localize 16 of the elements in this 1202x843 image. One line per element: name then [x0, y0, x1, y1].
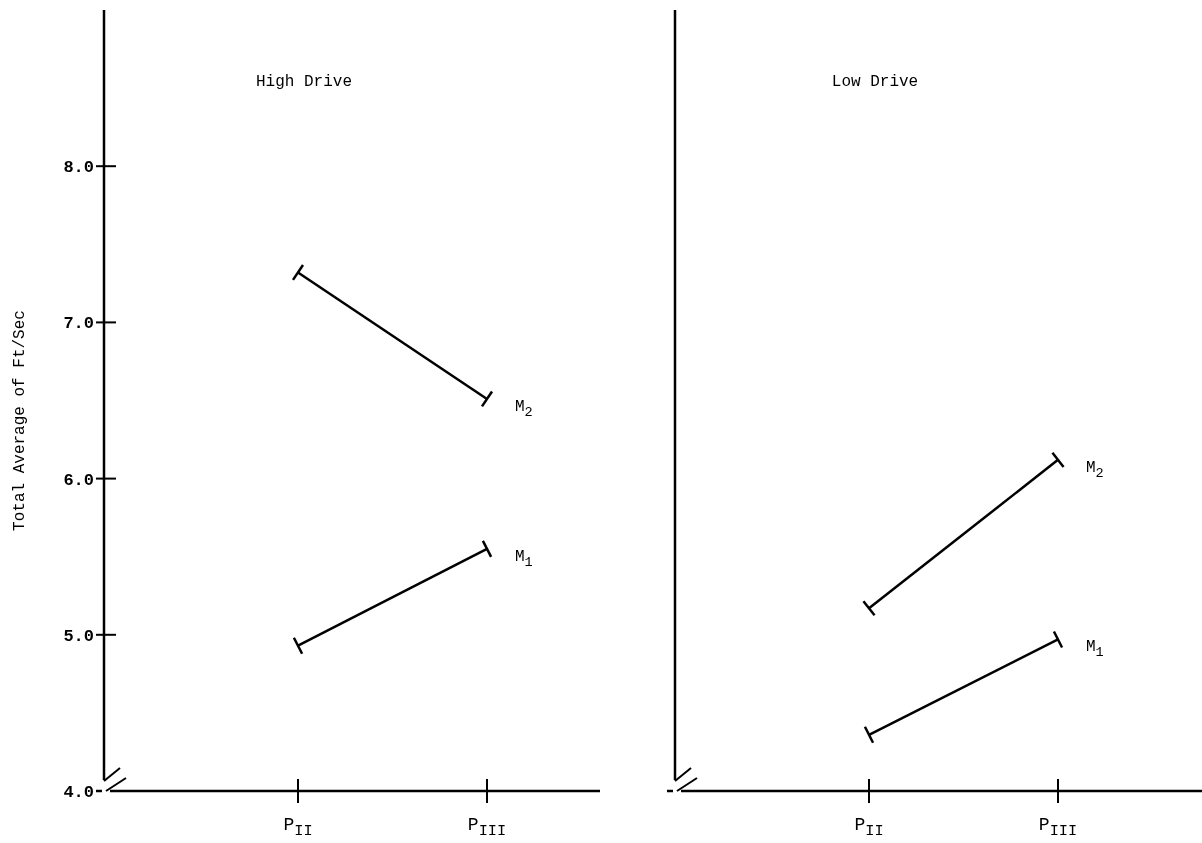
y-tick-label: 4.0	[63, 783, 94, 802]
y-tick-label: 7.0	[63, 314, 94, 334]
series-label: M$_{1}$	[515, 547, 533, 570]
x-tick-label: P$_{III}$	[1038, 815, 1078, 841]
series-label: M$_{2}$	[1086, 458, 1104, 481]
series-label: M$_{2}$	[515, 397, 533, 420]
y-tick-label: 6.0	[63, 470, 94, 490]
text: High Drive	[255, 73, 353, 91]
y-tick-label: 5.0	[63, 626, 94, 646]
text: Low Drive	[831, 73, 919, 91]
x-tick-label: P$_{III}$	[467, 815, 507, 841]
y-axis-title: Total Average of Ft/Sec	[11, 310, 29, 531]
series-label: M$_{1}$	[1086, 638, 1104, 661]
x-tick-label: P$_{II}$	[283, 815, 313, 841]
x-tick-label: P$_{II}$	[854, 815, 884, 841]
y-tick-label: 8.0	[63, 158, 94, 178]
